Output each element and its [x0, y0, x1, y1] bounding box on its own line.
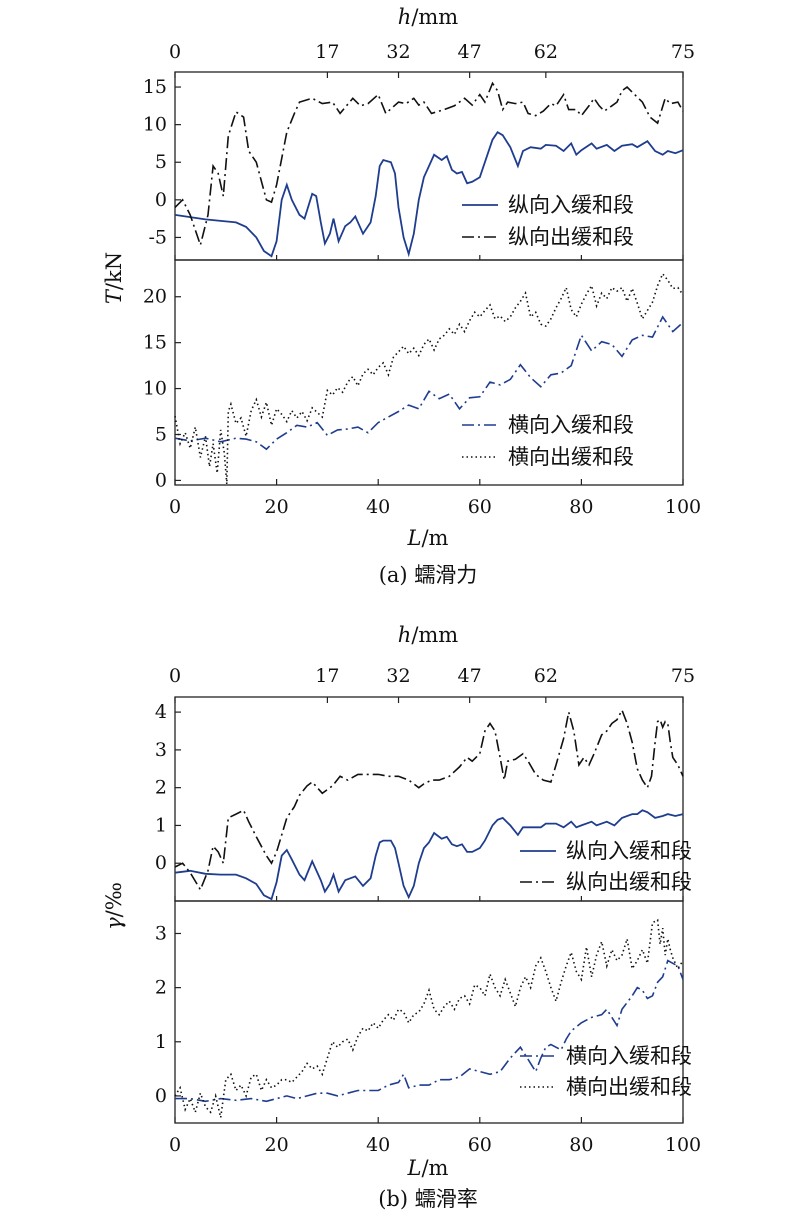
top-tick-label: 0 — [169, 41, 181, 63]
x-tick-label: 100 — [665, 496, 701, 518]
chart-a-top-axis-title: h/mm — [398, 5, 459, 29]
chart-b-y-axis-title: γ/‰ — [102, 882, 126, 930]
x-tick-label: 20 — [265, 1134, 289, 1156]
top-tick-label: 62 — [534, 665, 558, 687]
y-tick-label: 0 — [155, 469, 167, 491]
chart-b-lower-y-axis: 0 1 2 3 — [155, 922, 181, 1107]
x-tick-label: 60 — [468, 496, 492, 518]
y-tick-label: 0 — [155, 189, 167, 211]
top-tick-label: 17 — [315, 665, 339, 687]
x-tick-label: 60 — [468, 1134, 492, 1156]
chart-a-upper-legend: 纵向入缓和段 纵向出缓和段 — [462, 193, 634, 249]
y-tick-label: 0 — [155, 852, 167, 874]
chart-b-top-axis: 0 17 32 47 62 75 — [169, 665, 695, 703]
top-tick-label: 62 — [534, 41, 558, 63]
y-tick-label: 3 — [155, 739, 167, 761]
legend-label-longitudinal-out: 纵向出缓和段 — [508, 225, 634, 249]
y-tick-label: 1 — [155, 1031, 167, 1053]
chart-b-top-axis-title: h/mm — [398, 623, 459, 647]
y-tick-label: 4 — [155, 701, 167, 723]
y-tick-label: 10 — [143, 378, 167, 400]
chart-b-upper-y-axis: 0 1 2 3 4 — [155, 701, 181, 874]
chart-a-x-axis: 0 20 40 60 80 100 — [169, 255, 701, 518]
chart-a: h/mm 0 17 32 47 62 75 -5 0 5 10 15 0 5 10 15 20 0 20 40… — [102, 5, 701, 587]
y-tick-label: 20 — [143, 286, 167, 308]
y-tick-label: 5 — [155, 423, 167, 445]
x-tick-label: 40 — [366, 496, 390, 518]
chart-a-series-longitudinal-in — [174, 130, 684, 258]
chart-b-lower-frame — [174, 900, 684, 1124]
legend-label-transverse-out: 横向出缓和段 — [508, 445, 634, 469]
y-tick-label: 5 — [155, 151, 167, 173]
chart-b-series-longitudinal-in — [174, 809, 684, 901]
chart-a-caption: (a) 蠕滑力 — [379, 563, 478, 587]
chart-a-y-axis-title: T/kN — [102, 252, 126, 304]
chart-a-x-axis-title: L/m — [407, 526, 449, 550]
y-tick-label: 2 — [155, 977, 167, 999]
top-tick-label: 32 — [386, 41, 410, 63]
legend-label-longitudinal-in: 纵向入缓和段 — [566, 839, 692, 863]
chart-a-upper-y-axis: -5 0 5 10 15 — [143, 76, 181, 248]
chart-a-lower-frame — [174, 259, 684, 486]
x-tick-label: 0 — [169, 496, 181, 518]
y-tick-label: 10 — [143, 114, 167, 136]
chart-b-lower-legend: 横向入缓和段 横向出缓和段 — [520, 1044, 692, 1099]
y-tick-label: 3 — [155, 922, 167, 944]
y-tick-label: -5 — [148, 226, 167, 248]
y-tick-label: 0 — [155, 1085, 167, 1107]
x-tick-label: 80 — [569, 1134, 593, 1156]
y-tick-label: 15 — [143, 332, 167, 354]
legend-label-transverse-out: 横向出缓和段 — [566, 1075, 692, 1099]
x-tick-label: 100 — [665, 1134, 701, 1156]
chart-b-x-axis-title: L/m — [407, 1156, 449, 1180]
chart-b: h/mm 0 17 32 47 62 75 0 1 2 3 4 0 1 2 3 0 20 40 60 80 100… — [102, 623, 701, 1211]
top-tick-label: 75 — [671, 41, 695, 63]
y-tick-label: 15 — [143, 76, 167, 98]
chart-b-upper-legend: 纵向入缓和段 纵向出缓和段 — [520, 839, 692, 894]
chart-a-top-axis: 0 17 32 47 62 75 — [169, 41, 695, 78]
chart-b-series-transverse-in — [175, 959, 684, 1103]
legend-label-transverse-in: 横向入缓和段 — [508, 413, 634, 437]
top-tick-label: 0 — [169, 665, 181, 687]
chart-a-series-transverse-in — [174, 315, 684, 451]
chart-a-series-longitudinal-out — [174, 81, 684, 248]
x-tick-label: 40 — [366, 1134, 390, 1156]
legend-label-longitudinal-in: 纵向入缓和段 — [508, 193, 634, 217]
top-tick-label: 47 — [458, 41, 482, 63]
legend-label-transverse-in: 横向入缓和段 — [566, 1044, 692, 1068]
top-tick-label: 17 — [315, 41, 339, 63]
x-tick-label: 0 — [169, 1134, 181, 1156]
chart-b-caption: (b) 蠕滑率 — [378, 1187, 478, 1211]
legend-label-longitudinal-out: 纵向出缓和段 — [566, 870, 692, 894]
y-tick-label: 1 — [155, 814, 167, 836]
x-tick-label: 20 — [265, 496, 289, 518]
top-tick-label: 32 — [386, 665, 410, 687]
top-tick-label: 75 — [671, 665, 695, 687]
chart-a-lower-y-axis: 0 5 10 15 20 — [143, 286, 181, 491]
chart-a-lower-legend: 横向入缓和段 横向出缓和段 — [462, 413, 634, 469]
x-tick-label: 80 — [569, 496, 593, 518]
chart-b-series-longitudinal-out — [174, 708, 684, 892]
chart-b-x-axis: 0 20 40 60 80 100 — [169, 896, 701, 1156]
y-tick-label: 2 — [155, 777, 167, 799]
chart-b-series-transverse-out — [174, 918, 684, 1118]
top-tick-label: 47 — [458, 665, 482, 687]
